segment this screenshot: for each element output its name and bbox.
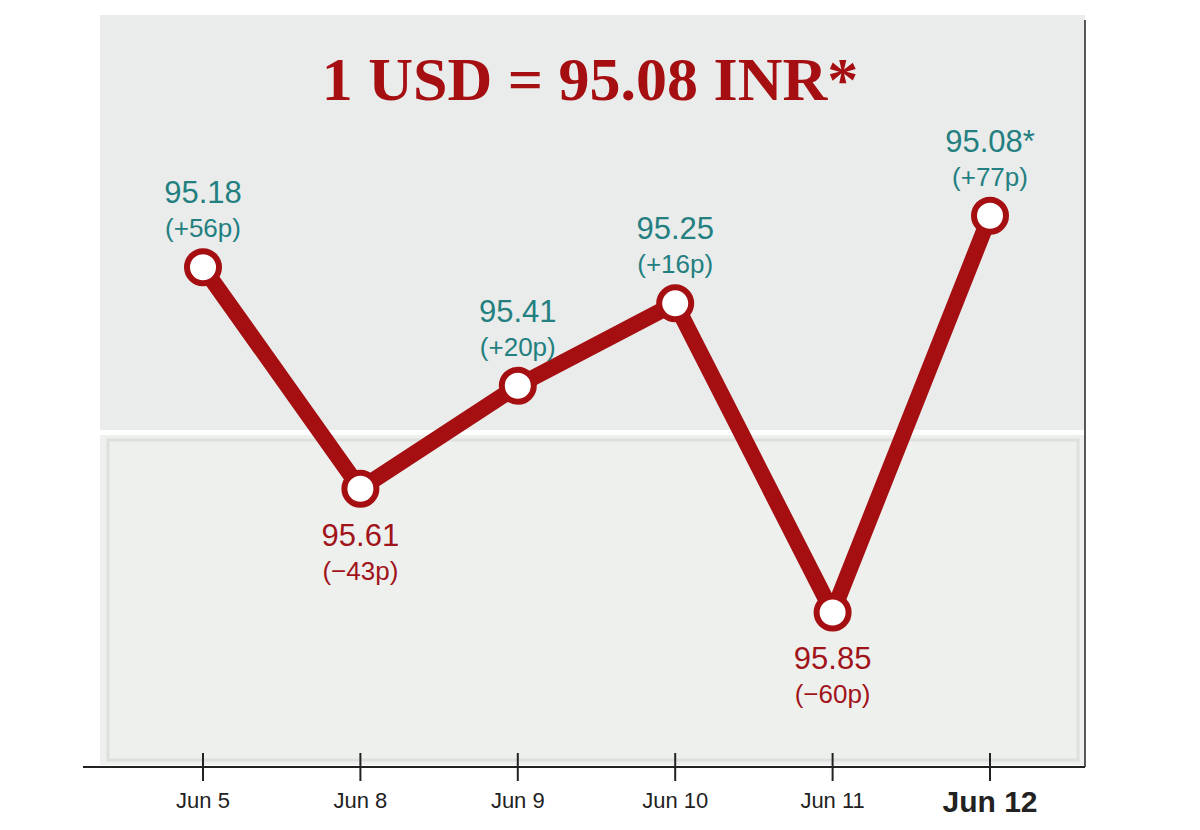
data-point xyxy=(817,596,849,628)
data-label: 95.61 xyxy=(322,518,400,553)
x-tick-label: Jun 10 xyxy=(642,788,708,813)
x-tick-label: Jun 5 xyxy=(176,788,230,813)
data-label: 95.08* xyxy=(945,124,1035,159)
x-tick xyxy=(674,753,676,781)
background-note-bottom xyxy=(100,435,1085,765)
chart-container: Jun 5 Jun 8 Jun 9 Jun 10 Jun 11 Jun 12 1 USD =… xyxy=(0,0,1200,830)
x-tick xyxy=(517,753,519,781)
data-line xyxy=(203,216,990,613)
change-annotation: (+56p) xyxy=(165,213,241,243)
change-annotation: (+77p) xyxy=(952,162,1028,192)
data-point xyxy=(659,287,691,319)
data-label: 95.18 xyxy=(164,175,242,210)
chart-svg: Jun 5 Jun 8 Jun 9 Jun 10 Jun 11 Jun 12 1 USD =… xyxy=(0,0,1200,830)
change-annotation: (+20p) xyxy=(480,332,556,362)
x-tick xyxy=(832,753,834,781)
background-note-border xyxy=(108,440,1078,760)
data-point xyxy=(502,370,534,402)
data-point xyxy=(187,251,219,283)
plot-area xyxy=(187,200,1006,629)
x-tick-label: Jun 11 xyxy=(800,788,864,813)
data-label: 95.85 xyxy=(794,641,872,676)
change-annotation: (−43p) xyxy=(322,556,398,586)
change-annotation: (+16p) xyxy=(637,249,713,279)
x-tick xyxy=(202,753,204,781)
x-tick-label: Jun 8 xyxy=(333,788,387,813)
data-point xyxy=(344,473,376,505)
data-label: 95.41 xyxy=(479,294,557,329)
title: 1 USD = 95.08 INR* xyxy=(322,45,859,113)
x-tick xyxy=(989,753,991,781)
y-axis-line xyxy=(1084,20,1086,767)
data-label: 95.25 xyxy=(636,211,714,246)
x-tick-label: Jun 9 xyxy=(491,788,545,813)
x-tick-label: Jun 12 xyxy=(942,785,1037,818)
change-annotation: (−60p) xyxy=(795,679,871,709)
data-point xyxy=(974,200,1006,232)
x-axis-line xyxy=(83,766,1085,768)
x-tick xyxy=(359,753,361,781)
